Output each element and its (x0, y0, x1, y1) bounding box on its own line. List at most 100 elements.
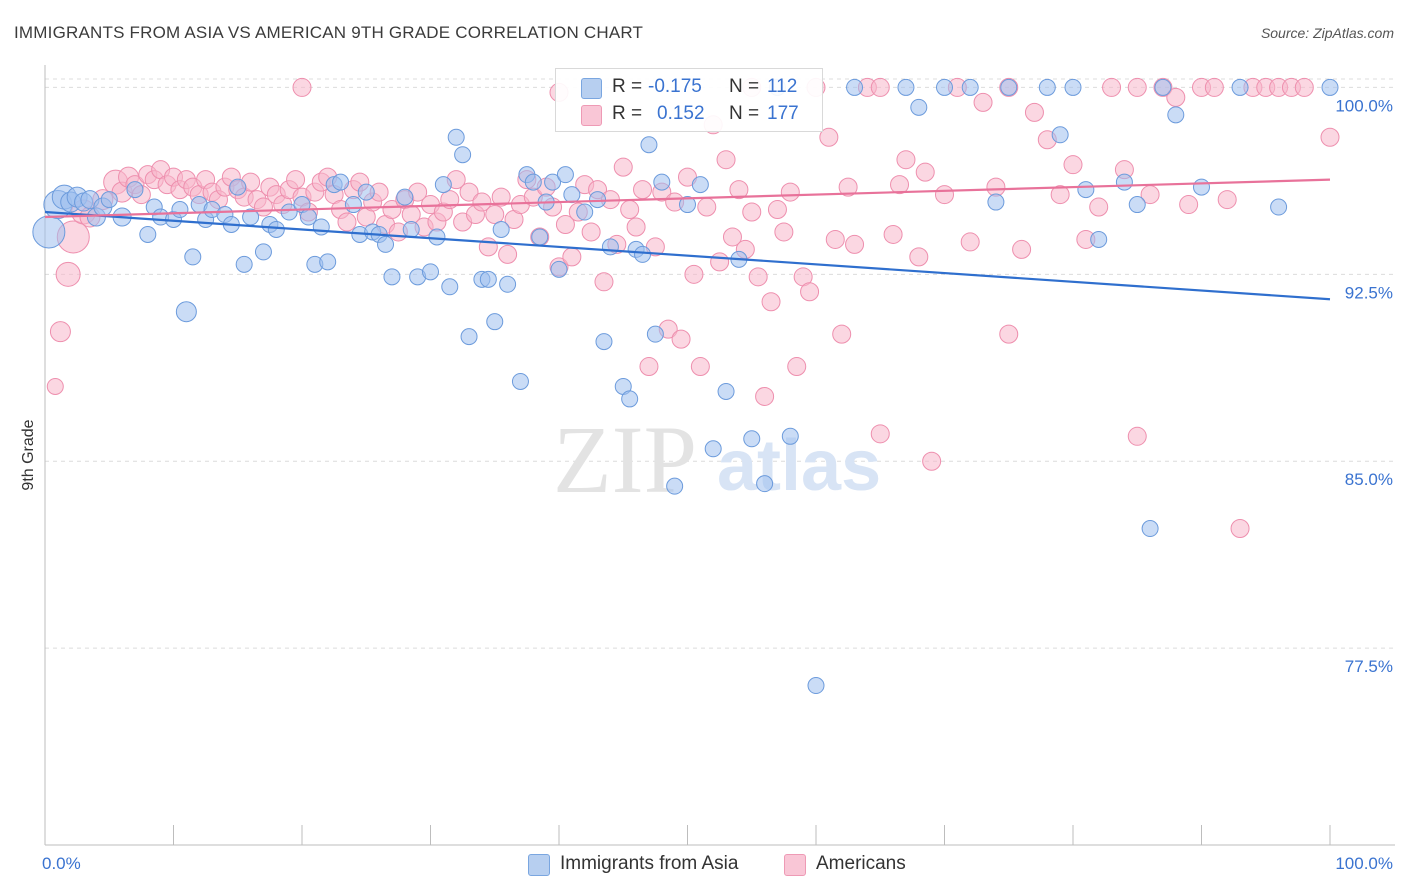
data-point-immigrants (454, 146, 472, 164)
data-point-immigrants (1141, 520, 1159, 538)
data-point-americans (755, 386, 775, 406)
data-point-immigrants (396, 188, 414, 206)
data-point-americans (845, 234, 865, 254)
data-point-immigrants (511, 372, 529, 390)
data-point-americans (922, 451, 942, 471)
data-point-americans (800, 282, 820, 302)
data-point-americans (498, 244, 518, 264)
chart-title: IMMIGRANTS FROM ASIA VS AMERICAN 9TH GRA… (14, 23, 644, 42)
data-point-immigrants (936, 78, 953, 96)
data-point-immigrants (1231, 78, 1249, 96)
data-point-immigrants (1270, 198, 1288, 216)
data-point-immigrants (556, 166, 574, 184)
data-point-immigrants (479, 270, 497, 288)
legend-r-value: -0.175 (648, 76, 702, 97)
watermark-zip: ZIP (553, 406, 697, 513)
data-point-immigrants (126, 181, 144, 199)
data-point-americans (472, 192, 492, 212)
data-point-immigrants (1064, 78, 1082, 96)
data-point-immigrants (402, 220, 420, 238)
data-point-immigrants (807, 677, 825, 695)
data-point-americans (337, 212, 357, 232)
y-axis-label: 9th Grade (20, 419, 37, 490)
watermark: ZIP atlas (553, 406, 881, 513)
data-point-americans (594, 272, 614, 292)
data-point-immigrants (229, 178, 247, 196)
data-point-americans (1217, 190, 1237, 210)
legend-r-value: 0.152 (657, 103, 705, 124)
data-point-immigrants (653, 173, 671, 191)
data-point-americans (870, 424, 890, 444)
data-point-americans (774, 222, 794, 242)
data-point-americans (1294, 77, 1314, 97)
chart-source: Source: ZipAtlas.com (1260, 25, 1394, 41)
data-point-immigrants (1090, 230, 1108, 248)
data-point-immigrants (447, 128, 465, 146)
data-point-americans (613, 157, 633, 177)
trend-line-americans (44, 178, 1331, 219)
data-point-immigrants (781, 427, 799, 445)
data-point-americans (890, 175, 910, 195)
data-point-americans (1230, 519, 1250, 539)
data-point-immigrants (175, 301, 197, 323)
data-point-immigrants (679, 196, 696, 214)
y-tick-label: 92.5% (1345, 283, 1393, 302)
data-point-immigrants (235, 255, 253, 273)
series-americans (46, 77, 1340, 539)
data-point-immigrants (1321, 78, 1339, 96)
legend-r-label: R = (612, 76, 643, 97)
data-point-americans (292, 77, 312, 97)
y-tick-label: 100.0% (1335, 96, 1393, 115)
data-point-americans (883, 224, 903, 244)
y-tick-label: 85.0% (1345, 470, 1393, 489)
data-point-immigrants (1128, 196, 1146, 214)
data-point-americans (716, 150, 736, 170)
data-point-americans (722, 227, 742, 247)
data-point-immigrants (312, 218, 330, 236)
data-point-americans (684, 264, 704, 284)
data-point-immigrants (254, 243, 272, 261)
data-point-immigrants (332, 173, 350, 191)
data-point-americans (935, 185, 954, 205)
legend-swatch-pink (784, 854, 806, 876)
data-point-immigrants (441, 278, 459, 296)
data-point-immigrants (1077, 181, 1095, 199)
data-point-immigrants (704, 440, 722, 458)
data-point-immigrants (486, 313, 504, 331)
correlation-legend: R = -0.175 N = 112 R = 0.152 N = 177 (555, 68, 823, 132)
data-point-americans (999, 324, 1019, 344)
legend-swatch-pink (581, 105, 602, 126)
trend-line-immigrants (44, 210, 1331, 301)
data-point-immigrants (717, 382, 735, 400)
data-point-immigrants (563, 186, 581, 204)
data-point-immigrants (434, 176, 452, 194)
data-point-immigrants (1193, 178, 1210, 196)
data-point-americans (710, 252, 730, 272)
series-legend: Immigrants from Asia Americans (0, 852, 1406, 878)
data-point-americans (1050, 185, 1070, 205)
x-tick-label: 100.0% (1335, 854, 1393, 873)
data-point-americans (832, 324, 852, 344)
watermark-atlas: atlas (717, 426, 881, 506)
data-point-immigrants (1154, 78, 1172, 96)
data-point-immigrants (550, 260, 568, 278)
data-point-immigrants (910, 98, 928, 116)
data-point-americans (485, 205, 505, 225)
data-point-immigrants (344, 196, 362, 214)
data-point-immigrants (1038, 78, 1056, 96)
data-point-immigrants (100, 191, 118, 209)
data-point-immigrants (1051, 126, 1069, 144)
x-tick-label: 0.0% (42, 854, 81, 873)
data-point-americans (960, 232, 980, 252)
data-point-immigrants (691, 176, 709, 194)
data-point-immigrants (576, 203, 594, 221)
data-point-immigrants (846, 78, 864, 96)
data-point-immigrants (1115, 173, 1133, 191)
data-point-immigrants (280, 203, 298, 221)
data-point-americans (55, 261, 81, 287)
data-point-americans (581, 222, 601, 242)
data-point-immigrants (1167, 106, 1185, 124)
data-point-americans (1089, 197, 1109, 217)
legend-n-label: N = (729, 103, 760, 124)
